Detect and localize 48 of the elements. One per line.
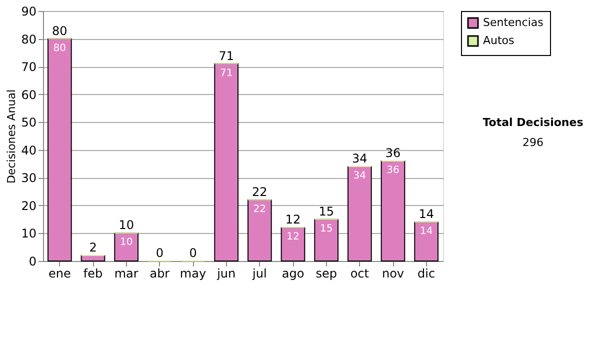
y-tick-label: 10 <box>21 226 36 241</box>
text: 296 <box>522 136 544 149</box>
total-label: 14 <box>418 207 434 222</box>
y-tick-label: 80 <box>21 32 36 46</box>
total-label: 22 <box>252 184 268 199</box>
total-label: 34 <box>352 152 368 166</box>
data-label: 71 <box>220 68 233 79</box>
x-tick-label: ago <box>282 266 304 280</box>
x-tick-label: jun <box>216 266 236 280</box>
total-label: 80 <box>52 24 68 38</box>
legend-label: Sentencias <box>483 16 544 29</box>
y-tick-label: 20 <box>21 198 36 213</box>
y-tick-label: 0 <box>28 254 36 268</box>
total-label: 10 <box>118 218 134 232</box>
total-label: 2 <box>89 240 97 254</box>
data-label: 34 <box>353 170 366 182</box>
x-tick-label: ene <box>48 266 71 280</box>
x-tick-label: oct <box>350 266 370 280</box>
total-label: 12 <box>285 212 301 227</box>
x-tick-label: jul <box>252 266 267 280</box>
y-axis-title: Decisiones Anual <box>5 89 18 184</box>
x-tick-label: may <box>180 266 206 280</box>
total-label: 71 <box>218 48 234 63</box>
y-tick-label: 60 <box>21 88 36 102</box>
total-label: 36 <box>385 146 401 160</box>
x-tick-label: mar <box>114 266 138 280</box>
data-label: 14 <box>420 226 433 238</box>
legend-label: Autos <box>483 34 515 47</box>
data-label: 15 <box>320 223 333 234</box>
y-tick-label: 70 <box>21 60 36 74</box>
total-label: 15 <box>318 204 334 218</box>
data-label: 10 <box>120 237 133 248</box>
x-tick-label: sep <box>316 266 337 280</box>
text: Total Decisiones <box>482 116 584 129</box>
total-label: 0 <box>189 246 197 260</box>
y-tick-label: 90 <box>21 4 36 18</box>
y-tick-label: 40 <box>21 143 36 158</box>
x-tick-label: feb <box>83 266 103 280</box>
x-tick-label: nov <box>382 266 404 280</box>
total-label: 0 <box>156 246 164 260</box>
y-tick-label: 30 <box>21 171 36 186</box>
data-label: 36 <box>386 165 400 176</box>
data-label: 22 <box>253 204 266 215</box>
x-tick-label: dic <box>418 266 436 280</box>
y-tick-label: 50 <box>21 116 36 130</box>
data-label: 12 <box>286 232 300 243</box>
x-tick-label: abr <box>150 266 170 280</box>
data-label: 80 <box>53 42 66 54</box>
